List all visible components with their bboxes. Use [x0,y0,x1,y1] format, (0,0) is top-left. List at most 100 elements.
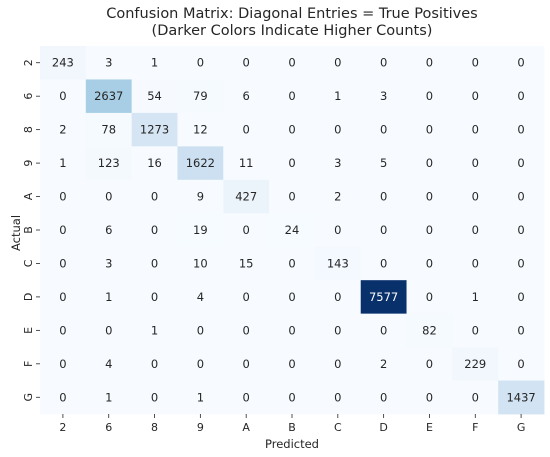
cell-value-label: 1 [197,390,204,404]
cell-value-label: 229 [464,357,486,371]
heatmap-cells: 243 3 1 0 0 0 0 0 0 0 00 2637 54 79 6 0 1 3 0 0 02 78 1273 12 0 0… [40,46,545,415]
heatmap-cell [85,280,133,315]
heatmap-cell [177,380,224,415]
heatmap-cell [223,79,270,114]
x-tick-label: 9 [197,421,204,434]
heatmap-cell [223,112,270,147]
cell-value-label: 78 [101,123,116,137]
cell-value-label: 0 [243,123,250,137]
cell-value-label: 6 [105,223,112,237]
cell-value-label: 0 [197,357,204,371]
heatmap-cell [452,179,499,214]
cell-value-label: 0 [472,56,479,70]
heatmap-cell [131,246,178,281]
heatmap-cell [406,246,453,281]
heatmap-cell [406,313,453,348]
cell-value-label: 16 [147,156,162,170]
heatmap-cell [223,213,270,248]
heatmap-cell [498,347,545,381]
cell-value-label: 0 [59,256,66,270]
heatmap-cell [360,280,407,315]
cell-value-label: 0 [288,323,295,337]
chart-title: Confusion Matrix: Diagonal Entries = Tru… [106,6,477,22]
cell-value-label: 0 [380,123,387,137]
cell-value-label: 3 [105,256,112,270]
heatmap-cell [314,146,362,181]
heatmap-cell [314,112,362,147]
cell-value-label: 82 [422,323,437,337]
heatmap-cell [131,347,178,381]
heatmap-cell [269,246,316,281]
heatmap-cell [223,179,270,214]
y-tick-label: G [22,393,35,402]
cell-value-label: 0 [59,323,66,337]
cell-value-label: 3 [380,89,387,103]
cell-value-label: 0 [472,156,479,170]
heatmap-cell [314,246,362,281]
cell-value-label: 1622 [186,156,215,170]
cell-value-label: 2 [334,190,341,204]
heatmap-cell [223,347,270,381]
cell-value-label: 0 [288,123,295,137]
cell-value-label: 143 [327,256,349,270]
cell-value-label: 0 [380,390,387,404]
heatmap-cell [406,280,453,315]
heatmap-cell [360,179,407,214]
y-tick-label: F [22,361,35,367]
cell-value-label: 11 [239,156,254,170]
heatmap-cell [452,79,499,114]
cell-value-label: 0 [380,256,387,270]
cell-value-label: 0 [59,357,66,371]
heatmap-cell [269,313,316,348]
heatmap-cell [131,280,178,315]
cell-value-label: 427 [235,190,257,204]
heatmap-cell [498,46,545,80]
cell-value-label: 0 [288,190,295,204]
cell-value-label: 0 [334,390,341,404]
heatmap-cell [406,179,453,214]
cell-value-label: 4 [105,357,112,371]
cell-value-label: 1 [105,390,112,404]
cell-value-label: 12 [193,123,208,137]
heatmap-cell [406,112,453,147]
heatmap-cell [85,213,133,248]
x-tick-label: D [379,421,387,434]
cell-value-label: 1 [105,290,112,304]
heatmap-cell [452,246,499,281]
cell-value-label: 0 [517,156,524,170]
heatmap-cell [269,46,316,80]
heatmap-cell [498,79,545,114]
cell-value-label: 9 [197,190,204,204]
cell-value-label: 0 [472,123,479,137]
x-tick-label: C [334,421,342,434]
x-tick-label: F [472,421,478,434]
cell-value-label: 0 [288,156,295,170]
heatmap-cell [406,79,453,114]
cell-value-label: 0 [517,290,524,304]
cell-value-label: 3 [334,156,341,170]
heatmap-cell [498,313,545,348]
cell-value-label: 0 [334,290,341,304]
cell-value-label: 243 [52,56,74,70]
heatmap-cell [177,246,224,281]
cell-value-label: 0 [472,89,479,103]
heatmap-cell [269,347,316,381]
cell-value-label: 0 [288,256,295,270]
heatmap-cell [360,380,407,415]
cell-value-label: 0 [197,323,204,337]
heatmap-cell [85,112,133,147]
heatmap-cell [40,380,87,415]
cell-value-label: 0 [380,223,387,237]
x-axis-label: Predicted [265,437,319,451]
cell-value-label: 5 [380,156,387,170]
heatmap-cell [177,179,224,214]
cell-value-label: 0 [288,89,295,103]
heatmap-cell [177,280,224,315]
heatmap-cell [40,347,87,381]
heatmap-cell [360,213,407,248]
heatmap-cell [85,146,133,181]
heatmap-cell [498,112,545,147]
cell-value-label: 0 [426,123,433,137]
heatmap-cell [85,246,133,281]
heatmap-cell [360,112,407,147]
